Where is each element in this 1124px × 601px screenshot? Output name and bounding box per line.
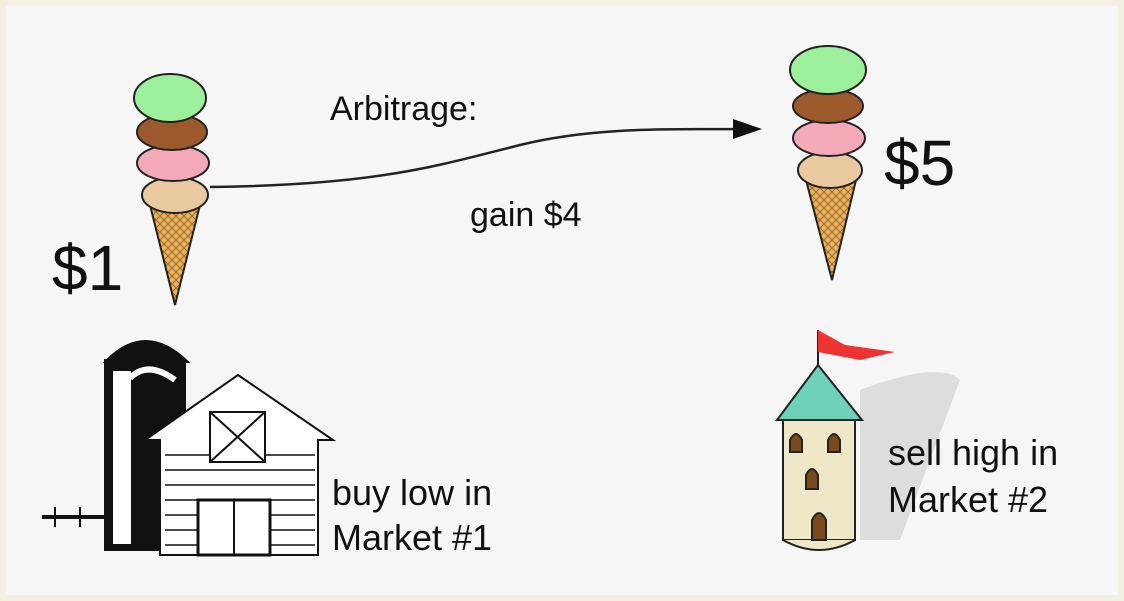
market-1-line: Market #1	[332, 517, 492, 558]
price-2: $5	[884, 127, 955, 199]
market-2-line: sell high in	[888, 432, 1058, 473]
market-1-line: buy low in	[332, 472, 492, 513]
price-1: $1	[52, 232, 123, 304]
castle-tower	[775, 330, 960, 551]
barn	[42, 340, 337, 557]
ice-cream-cone-1	[133, 73, 210, 306]
gain-label: gain $4	[470, 196, 582, 234]
arbitrage-label: Arbitrage:	[330, 90, 477, 128]
arbitrage-arrow	[209, 119, 762, 189]
market-2-line: Market #2	[888, 479, 1048, 520]
ice-cream-cone-2	[789, 45, 867, 281]
